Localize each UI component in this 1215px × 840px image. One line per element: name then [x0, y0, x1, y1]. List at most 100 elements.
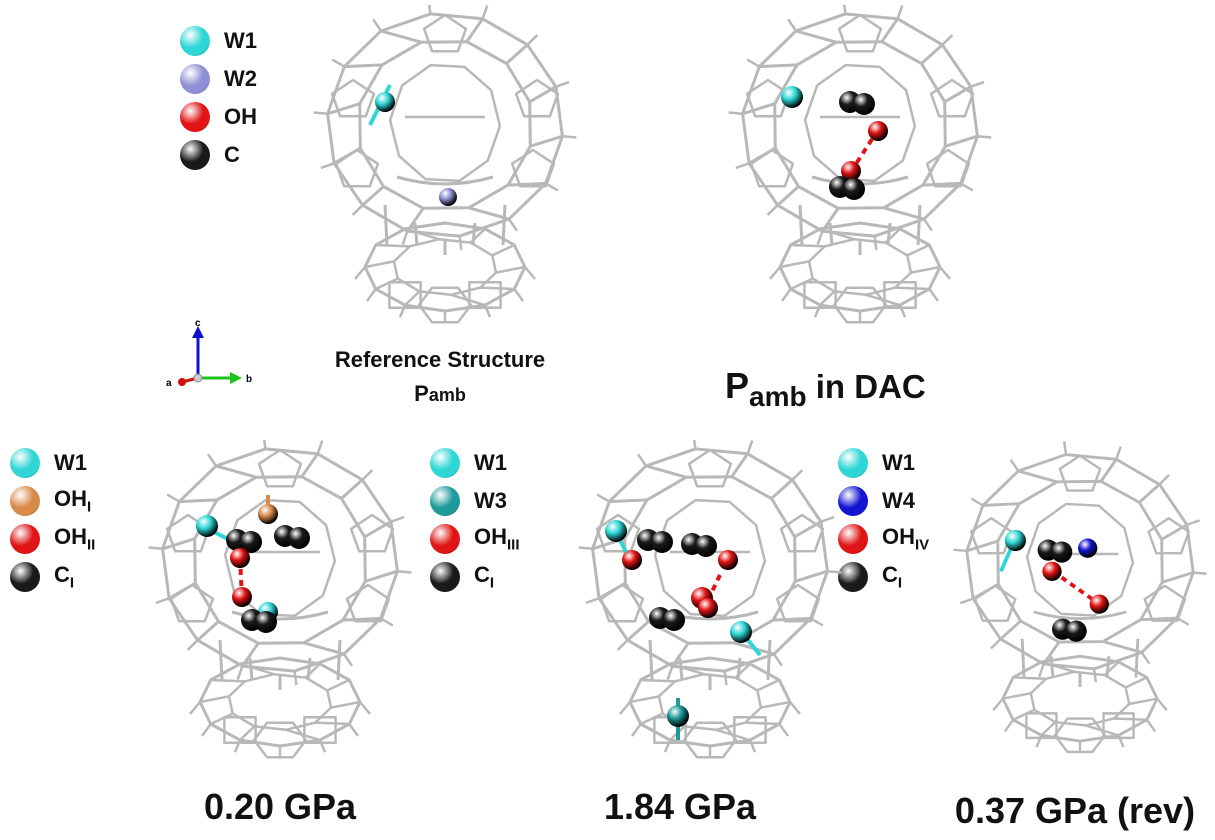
cage-bond: [293, 670, 298, 686]
cage-bond: [969, 517, 1013, 555]
legend-label-sub: IV: [915, 536, 930, 554]
w1-atom: [196, 515, 218, 537]
cage-bond: [982, 502, 1020, 507]
cage-bond: [759, 63, 798, 69]
cage-bond: [422, 13, 468, 53]
cage-bond: [736, 657, 742, 681]
cage-bond: [364, 260, 395, 269]
oh1-atom: [258, 504, 278, 524]
legend-label-text: W1: [224, 28, 257, 53]
title-dac-rest: in DAC: [806, 368, 926, 405]
cage-bond: [330, 700, 361, 709]
cage-bond: [233, 739, 242, 753]
cage-bond: [928, 288, 940, 302]
cage-bond: [555, 80, 570, 88]
cage-bond: [507, 181, 546, 187]
cage-bond: [390, 515, 405, 523]
structure-037: [953, 441, 1207, 754]
cage-bond: [1038, 663, 1045, 678]
cage-bond: [663, 739, 672, 753]
title-reference-sub: amb: [428, 385, 466, 405]
cage-bond: [990, 638, 1002, 650]
cage-bond: [609, 498, 648, 504]
legend-swatch: [10, 448, 40, 478]
cage-bond: [465, 17, 484, 43]
cage-bond: [401, 230, 409, 245]
cage-bond: [910, 265, 941, 274]
cage-bond: [507, 218, 518, 232]
cage-bond: [1041, 660, 1075, 673]
legend-label: CI: [882, 563, 902, 590]
cage-bond: [179, 498, 218, 504]
carbon-atom: [288, 527, 310, 549]
legend-item: OH: [180, 98, 257, 136]
carbon-atom: [240, 531, 262, 553]
cage-bond: [562, 134, 577, 139]
cage-bond: [896, 5, 904, 20]
cage-bond: [630, 723, 642, 737]
legend-swatch: [838, 486, 868, 516]
cage-bond: [354, 266, 366, 280]
carbon-atom: [843, 178, 865, 200]
cage-bond: [529, 134, 563, 148]
cage-bond: [779, 260, 810, 269]
legend-item: W3: [430, 482, 520, 520]
oh-atom: [841, 161, 861, 181]
cage-bond: [791, 469, 804, 481]
cage-bond: [959, 597, 974, 605]
cage-frame: [953, 441, 1207, 754]
cage-bond: [816, 230, 824, 245]
cage-bond: [1125, 676, 1148, 689]
cage-bond: [886, 222, 892, 246]
cage-bond: [215, 464, 257, 479]
cage-bond: [1156, 697, 1168, 711]
cage-bond: [480, 286, 515, 291]
cage-bond: [236, 665, 244, 680]
cage-bond: [970, 80, 985, 88]
cage-bond: [458, 235, 463, 251]
cage-bond: [640, 712, 664, 726]
cage-bond: [772, 653, 783, 667]
cage-bond: [342, 653, 353, 667]
legend-label: W4: [882, 490, 915, 512]
cage-bond: [365, 288, 377, 302]
cage-bond: [898, 304, 907, 318]
legend-item: OHIII: [430, 520, 520, 558]
cage-bond: [413, 222, 419, 246]
cage-bond: [941, 34, 954, 46]
cage-bond: [1025, 502, 1135, 617]
w2-atom: [439, 188, 457, 206]
cage-bond: [770, 478, 794, 500]
cage-bond: [1138, 483, 1161, 504]
legend-184: W1 W3 OHIII CI: [430, 444, 520, 596]
cage-bond: [1049, 656, 1055, 678]
legend-label-sub: II: [87, 536, 96, 554]
oh4-atom: [1042, 561, 1062, 581]
cage-bond: [723, 670, 728, 686]
legend-label-sub: I: [489, 574, 495, 592]
legend-label: W1: [224, 30, 257, 52]
cage-bond: [795, 29, 837, 44]
cage-bond: [1145, 719, 1157, 733]
cage-frame: [728, 5, 992, 324]
cage-bond: [653, 498, 767, 618]
title-reference-p: P: [414, 381, 429, 406]
cage-bond: [766, 204, 779, 216]
legend-label-text: W3: [474, 488, 507, 513]
cage-bond: [162, 537, 196, 551]
cage-bond: [1099, 458, 1118, 483]
cage-bond: [1115, 446, 1122, 460]
structure-reference: [313, 5, 577, 324]
cage-bond: [916, 204, 922, 246]
cage-bond: [1193, 571, 1207, 575]
legend-label: W3: [474, 490, 507, 512]
carbon-atom: [651, 531, 673, 553]
legend-label-text: W4: [882, 488, 915, 513]
cage-bond: [248, 657, 254, 681]
cage-bond: [1013, 676, 1047, 680]
cage-bond: [1092, 668, 1098, 683]
cage-bond: [1009, 459, 1020, 472]
cage-bond: [396, 175, 494, 186]
cage-bond: [252, 721, 308, 759]
cage-bond: [873, 235, 878, 251]
